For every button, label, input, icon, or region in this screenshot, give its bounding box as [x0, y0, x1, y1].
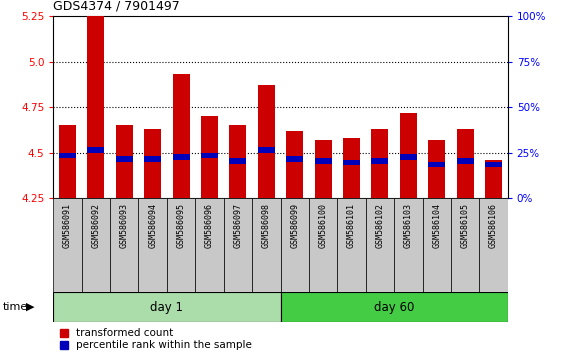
Bar — [167, 198, 195, 292]
Bar — [88, 16, 104, 198]
Text: GSM586102: GSM586102 — [375, 203, 384, 248]
Bar — [116, 156, 133, 162]
Bar — [201, 116, 218, 198]
Text: GSM586096: GSM586096 — [205, 203, 214, 248]
Bar — [59, 153, 76, 158]
Bar — [457, 129, 473, 198]
Bar — [280, 198, 309, 292]
Text: ▶: ▶ — [26, 302, 35, 312]
Legend: transformed count, percentile rank within the sample: transformed count, percentile rank withi… — [58, 327, 253, 352]
Text: day 1: day 1 — [150, 301, 183, 314]
Bar — [173, 154, 190, 160]
Bar — [280, 292, 508, 322]
Text: GDS4374 / 7901497: GDS4374 / 7901497 — [53, 0, 180, 12]
Text: day 60: day 60 — [374, 301, 414, 314]
Text: GSM586097: GSM586097 — [233, 203, 242, 248]
Bar — [479, 198, 508, 292]
Bar — [394, 198, 422, 292]
Text: GSM586103: GSM586103 — [404, 203, 413, 248]
Bar — [252, 198, 280, 292]
Bar — [400, 154, 417, 160]
Bar — [59, 125, 76, 198]
Bar — [82, 198, 110, 292]
Text: GSM586091: GSM586091 — [63, 203, 72, 248]
Bar — [224, 198, 252, 292]
Text: GSM586106: GSM586106 — [489, 203, 498, 248]
Bar — [315, 158, 332, 164]
Bar — [88, 147, 104, 153]
Bar — [315, 140, 332, 198]
Bar — [428, 140, 445, 198]
Bar — [229, 125, 246, 198]
Bar — [371, 158, 388, 164]
Bar — [451, 198, 479, 292]
Bar — [144, 156, 161, 162]
Bar — [195, 198, 224, 292]
Text: GSM586098: GSM586098 — [262, 203, 271, 248]
Bar — [485, 160, 502, 198]
Text: time: time — [3, 302, 28, 312]
Bar — [53, 198, 82, 292]
Bar — [366, 198, 394, 292]
Bar — [371, 129, 388, 198]
Bar — [229, 158, 246, 164]
Text: GSM586093: GSM586093 — [120, 203, 129, 248]
Bar — [116, 125, 133, 198]
Text: GSM586100: GSM586100 — [319, 203, 328, 248]
Bar — [139, 198, 167, 292]
Bar — [457, 158, 473, 164]
Bar — [309, 198, 337, 292]
Bar — [422, 198, 451, 292]
Bar — [201, 153, 218, 158]
Text: GSM586101: GSM586101 — [347, 203, 356, 248]
Bar — [286, 131, 303, 198]
Text: GSM586105: GSM586105 — [461, 203, 470, 248]
Bar — [343, 138, 360, 198]
Text: GSM586095: GSM586095 — [177, 203, 186, 248]
Bar — [343, 160, 360, 165]
Bar — [257, 85, 275, 198]
Bar — [144, 129, 161, 198]
Bar — [53, 292, 280, 322]
Bar — [337, 198, 366, 292]
Bar — [257, 147, 275, 153]
Bar — [400, 113, 417, 198]
Bar — [286, 156, 303, 162]
Bar — [173, 74, 190, 198]
Bar — [485, 162, 502, 167]
Bar — [110, 198, 139, 292]
Text: GSM586099: GSM586099 — [290, 203, 299, 248]
Text: GSM586094: GSM586094 — [148, 203, 157, 248]
Text: GSM586104: GSM586104 — [432, 203, 441, 248]
Bar — [428, 162, 445, 167]
Text: GSM586092: GSM586092 — [91, 203, 100, 248]
